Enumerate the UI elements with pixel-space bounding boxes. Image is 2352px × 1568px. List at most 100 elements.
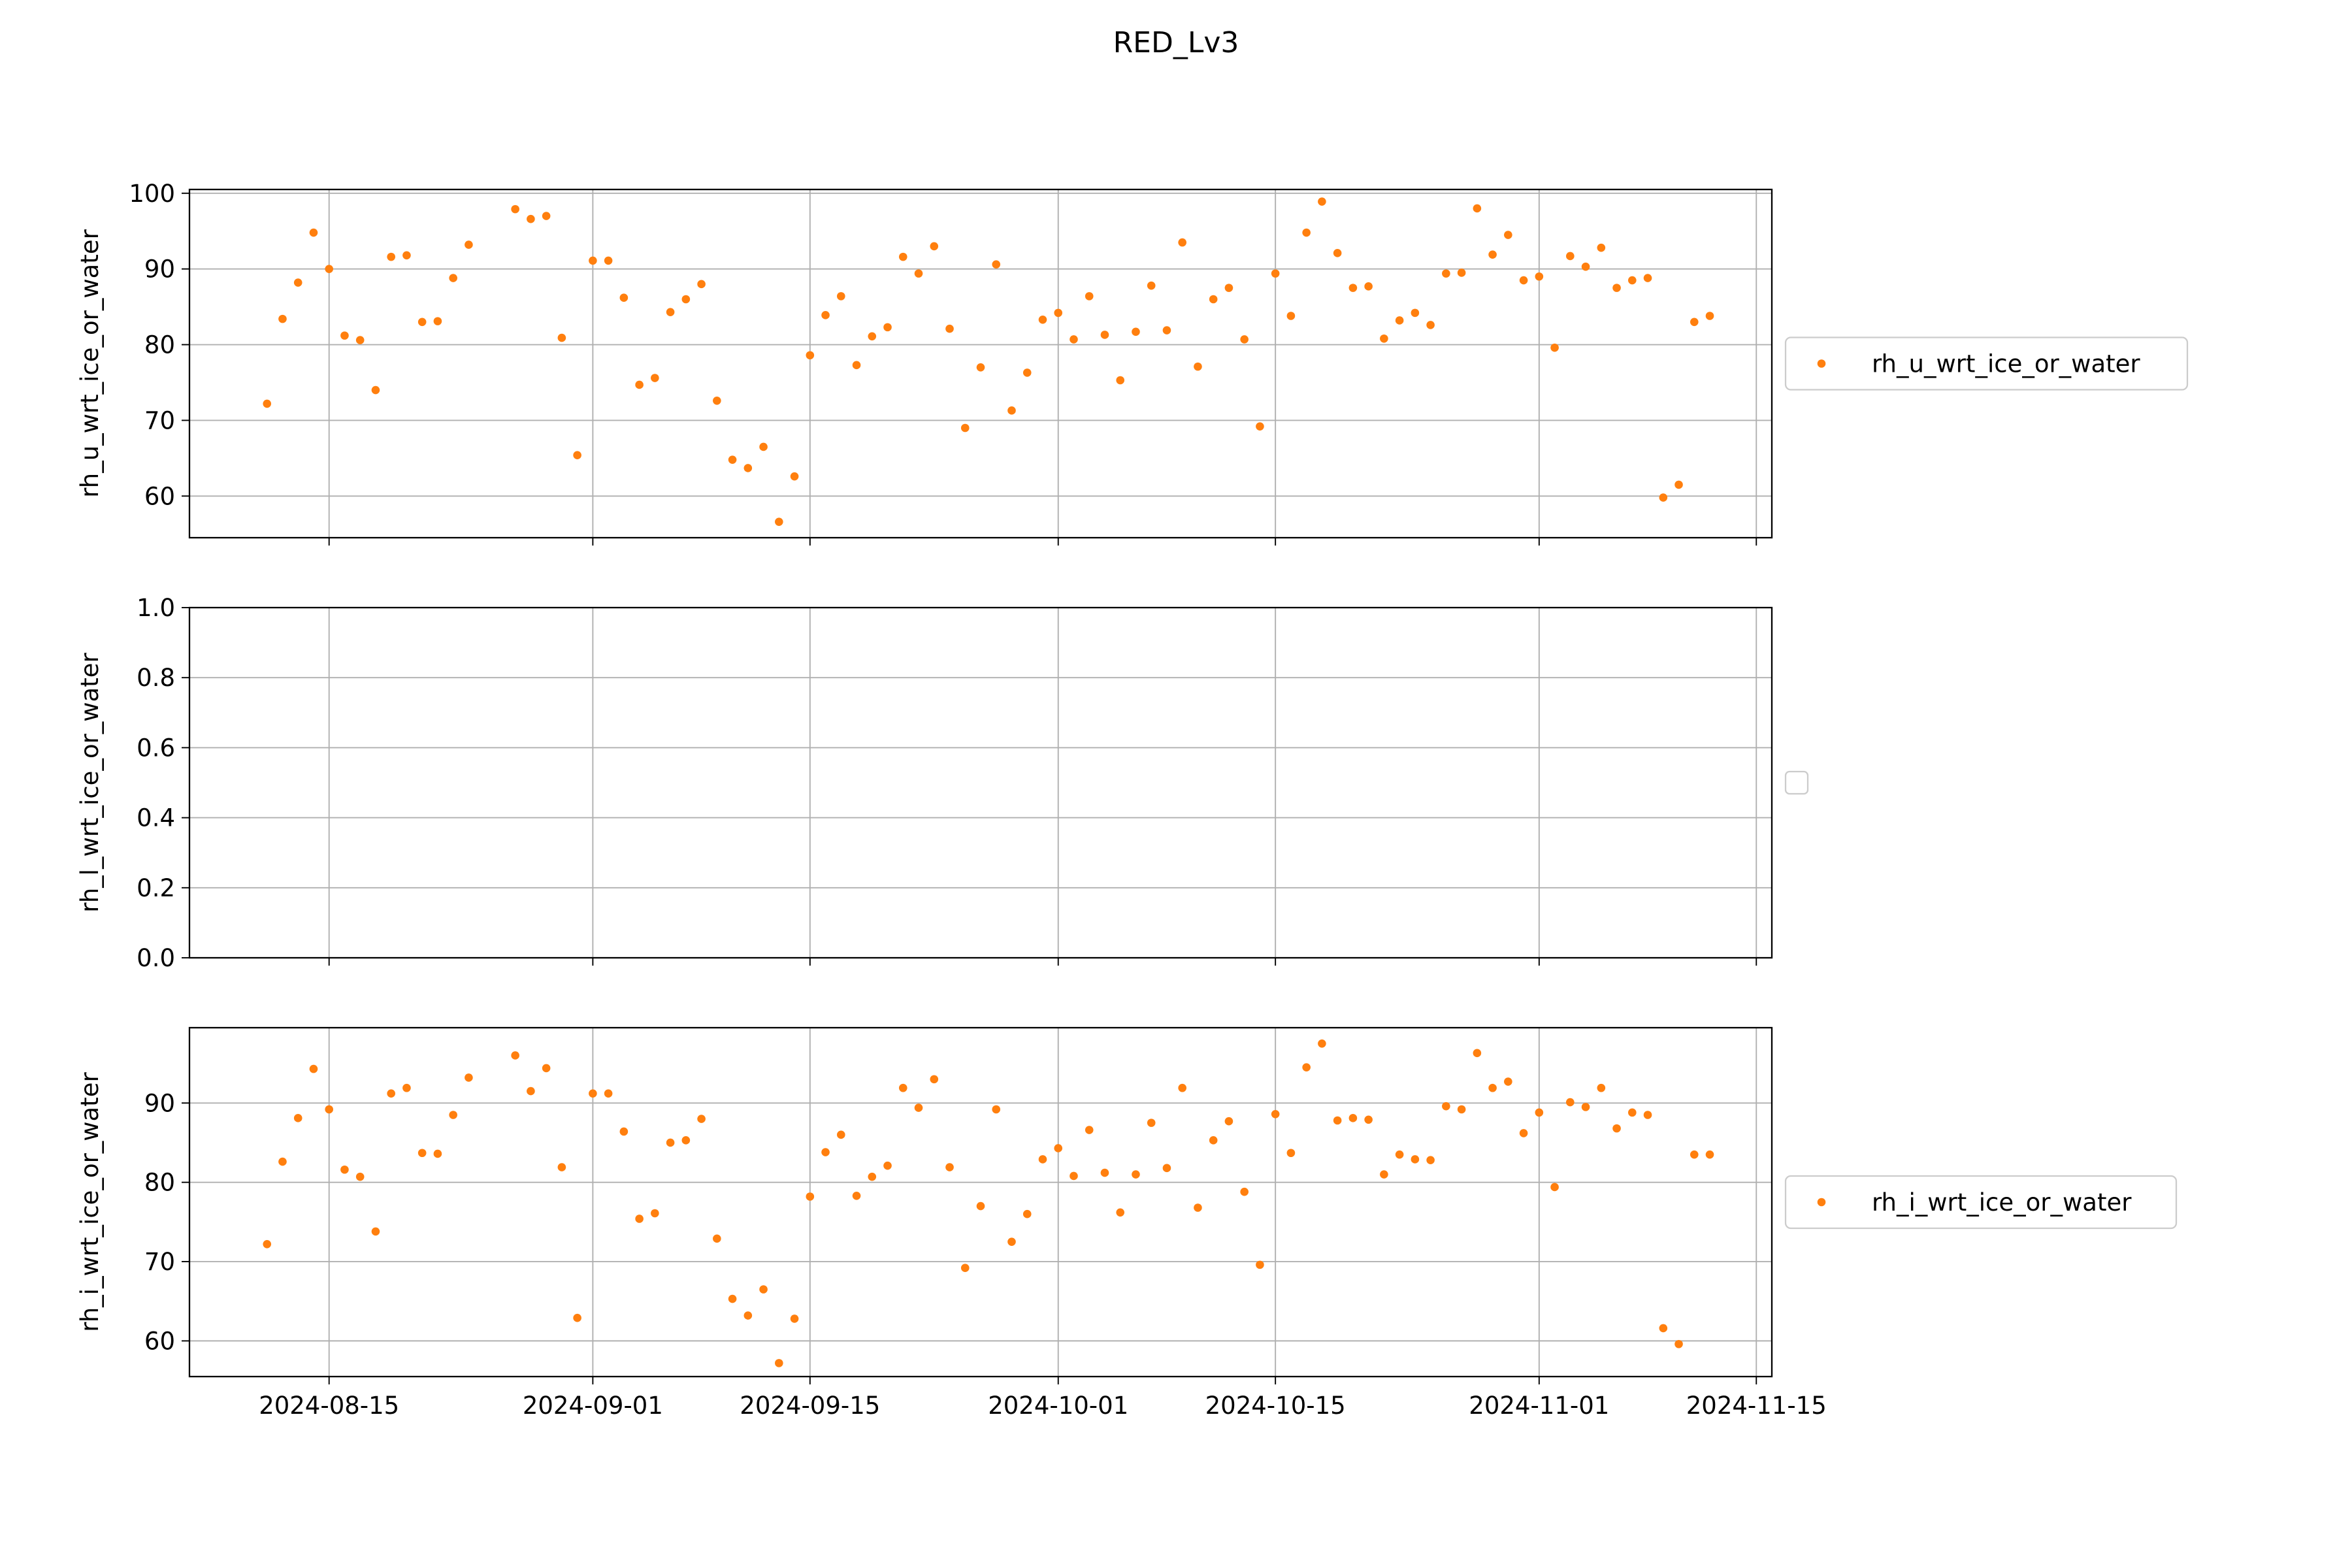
data-point bbox=[417, 1149, 427, 1158]
data-point bbox=[1116, 1208, 1125, 1217]
data-point bbox=[1022, 1209, 1032, 1218]
x-tick-label: 2024-09-01 bbox=[523, 1392, 663, 1420]
data-point bbox=[775, 517, 783, 526]
y-tick-label: 1.0 bbox=[137, 594, 175, 622]
data-point bbox=[1162, 326, 1171, 335]
legend-marker bbox=[1817, 1198, 1826, 1207]
data-point bbox=[1348, 1114, 1358, 1122]
data-point bbox=[666, 1138, 675, 1147]
data-point bbox=[743, 464, 753, 472]
data-point bbox=[1038, 1155, 1047, 1164]
y-tick-label: 80 bbox=[144, 1169, 175, 1197]
data-point bbox=[713, 396, 721, 405]
y-tick-label: 60 bbox=[144, 1327, 175, 1355]
data-point bbox=[1318, 1039, 1326, 1048]
legend-box-empty bbox=[1784, 770, 1809, 795]
data-point bbox=[433, 317, 442, 325]
data-point bbox=[681, 1136, 691, 1145]
data-point bbox=[960, 1264, 970, 1273]
data-point bbox=[1597, 243, 1606, 252]
data-point bbox=[914, 1103, 923, 1112]
axes-frame bbox=[188, 606, 1773, 959]
data-point bbox=[511, 1051, 519, 1060]
data-point bbox=[976, 363, 985, 372]
data-point bbox=[263, 399, 272, 408]
data-point bbox=[836, 292, 845, 301]
data-point bbox=[619, 1127, 629, 1136]
data-point bbox=[1519, 1129, 1528, 1137]
data-point bbox=[309, 1064, 318, 1073]
data-point bbox=[868, 1172, 877, 1181]
data-point bbox=[371, 385, 380, 395]
data-point bbox=[1627, 1108, 1637, 1117]
data-point bbox=[1007, 1237, 1016, 1246]
data-point bbox=[449, 1111, 457, 1119]
data-point bbox=[355, 1172, 365, 1181]
data-point bbox=[402, 251, 411, 260]
data-point bbox=[1286, 1149, 1296, 1158]
data-point bbox=[1442, 1102, 1450, 1111]
data-point bbox=[1411, 1155, 1420, 1164]
data-point bbox=[309, 228, 318, 237]
data-point bbox=[1674, 480, 1683, 489]
data-point bbox=[1256, 1260, 1264, 1269]
data-point bbox=[1100, 1168, 1109, 1177]
data-point bbox=[1271, 1109, 1280, 1119]
data-point bbox=[1550, 343, 1559, 352]
data-point bbox=[1240, 1187, 1249, 1196]
data-point bbox=[1256, 422, 1264, 431]
data-point bbox=[1054, 308, 1063, 318]
data-point bbox=[1705, 1150, 1714, 1159]
data-point bbox=[527, 214, 535, 223]
legend-box bbox=[1784, 1175, 2178, 1230]
data-point bbox=[293, 1114, 302, 1122]
data-point bbox=[604, 1089, 613, 1098]
data-point bbox=[589, 256, 597, 265]
data-point bbox=[1581, 1103, 1590, 1111]
data-point bbox=[1224, 284, 1233, 292]
legend-label: rh_u_wrt_ice_or_water bbox=[1872, 350, 2140, 378]
data-point bbox=[542, 212, 551, 220]
data-point bbox=[589, 1089, 597, 1098]
data-point bbox=[635, 1215, 644, 1223]
data-point bbox=[1364, 1115, 1373, 1124]
y-tick-label: 90 bbox=[144, 255, 175, 284]
data-point bbox=[1070, 1171, 1078, 1181]
y-tick-label: 0.6 bbox=[137, 734, 175, 762]
y-tick-label: 70 bbox=[144, 406, 175, 434]
data-point bbox=[1333, 249, 1342, 257]
data-point bbox=[821, 1148, 830, 1156]
data-point bbox=[806, 351, 815, 360]
data-point bbox=[1380, 334, 1388, 343]
data-point bbox=[263, 1240, 272, 1249]
axes-frame bbox=[188, 188, 1773, 539]
axes-frame bbox=[188, 1026, 1773, 1378]
data-point bbox=[573, 1313, 581, 1322]
data-point bbox=[1566, 252, 1575, 261]
data-point bbox=[1690, 1150, 1699, 1159]
data-point bbox=[1209, 295, 1218, 304]
data-point bbox=[1116, 376, 1125, 385]
data-point bbox=[1209, 1136, 1218, 1145]
data-point bbox=[1380, 1170, 1388, 1179]
data-point bbox=[728, 1294, 737, 1303]
data-point bbox=[883, 323, 892, 332]
data-point bbox=[1147, 281, 1156, 290]
data-point bbox=[1147, 1119, 1156, 1127]
legend-box bbox=[1784, 336, 2189, 391]
data-point bbox=[1070, 335, 1078, 344]
data-point bbox=[1194, 1203, 1202, 1212]
data-point bbox=[1627, 276, 1637, 285]
x-tick-label: 2024-10-01 bbox=[988, 1392, 1128, 1420]
data-point bbox=[619, 293, 629, 302]
data-point bbox=[1302, 228, 1311, 237]
data-point bbox=[883, 1161, 892, 1170]
data-point bbox=[790, 1315, 799, 1323]
data-point bbox=[1007, 406, 1016, 415]
data-point bbox=[1442, 269, 1450, 278]
data-point bbox=[1705, 312, 1714, 320]
x-tick-label: 2024-11-01 bbox=[1469, 1392, 1609, 1420]
data-point bbox=[1411, 308, 1420, 318]
data-point bbox=[1178, 1083, 1186, 1092]
data-point bbox=[898, 252, 907, 261]
